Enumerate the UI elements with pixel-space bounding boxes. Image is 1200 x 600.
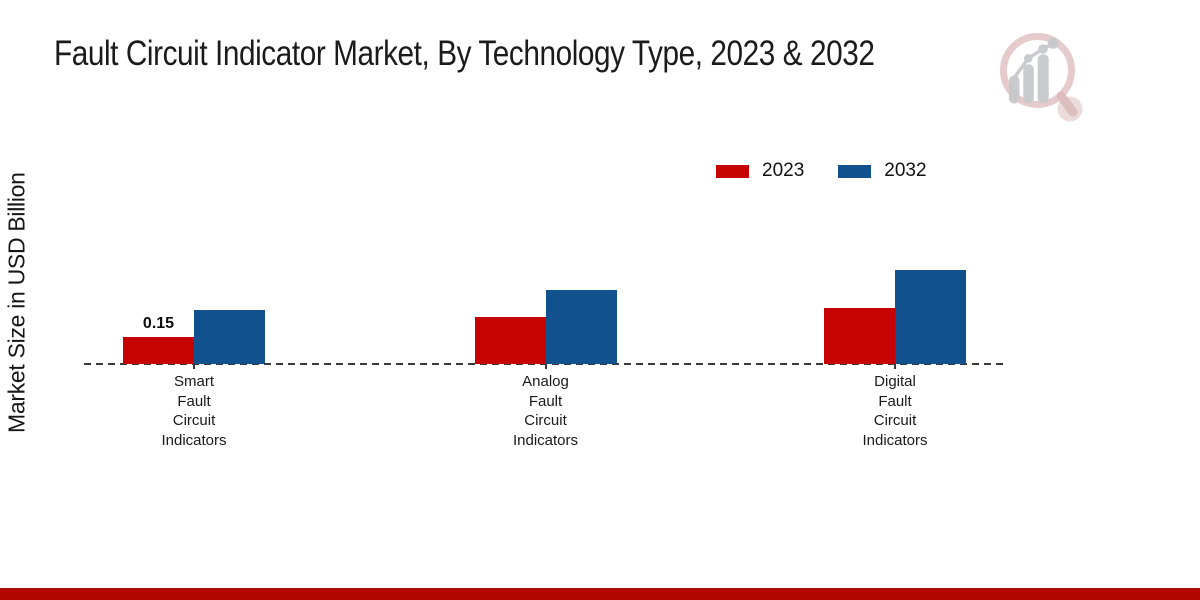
page-title: Fault Circuit Indicator Market, By Techn… (54, 34, 875, 73)
x-axis-category-label: Smart Fault Circuit Indicators (94, 372, 294, 450)
x-axis-category-label: Analog Fault Circuit Indicators (446, 372, 646, 450)
x-axis-category-label: Digital Fault Circuit Indicators (795, 372, 995, 450)
logo-dot-2 (1038, 44, 1048, 54)
legend-swatch-2023 (716, 164, 749, 178)
bar-2032-1 (545, 290, 617, 364)
category-label-line: Smart (173, 373, 214, 390)
category-label-line: Digital (874, 373, 916, 390)
x-axis-tick (544, 364, 547, 369)
logo-dot-1 (1024, 54, 1033, 63)
magnifier-bar-chart-logo-icon (1000, 33, 1083, 122)
legend-item-2032: 2032 (838, 160, 927, 182)
legend: 2023 2032 (716, 160, 927, 182)
logo-bar-3 (1037, 54, 1049, 104)
logo-bar-2 (1023, 64, 1034, 104)
x-axis-tick (894, 364, 896, 369)
category-label-line: Circuit (172, 412, 216, 429)
logo-handle (1056, 91, 1078, 117)
bar-2032-2 (895, 270, 966, 364)
category-label-line: Indicators (862, 431, 928, 449)
legend-label-2023: 2023 (762, 160, 805, 181)
category-label-line: Circuit (524, 412, 567, 429)
legend-item-2023: 2023 (716, 160, 804, 182)
bar-value-label: 0.15 (142, 315, 175, 332)
bar-2023-1 (474, 317, 546, 364)
logo-ring (1000, 33, 1075, 108)
logo-trend-line (1012, 41, 1055, 80)
legend-swatch-2032 (838, 164, 872, 178)
category-label-line: Analog (522, 373, 569, 390)
category-label-line: Circuit (873, 412, 917, 429)
bar-2023-2 (824, 308, 895, 364)
bar-2023-0 (123, 337, 194, 364)
logo-bar-1 (1009, 75, 1020, 104)
category-label-line: Fault (878, 392, 912, 410)
x-axis-tick (193, 364, 195, 369)
category-label-line: Fault (528, 392, 563, 410)
legend-label-2032: 2032 (884, 160, 927, 181)
y-axis-label: Market Size in USD Billion (3, 172, 30, 433)
logo-dot-3 (1047, 37, 1059, 49)
category-label-line: Fault (177, 392, 211, 410)
bar-2032-0 (194, 310, 265, 364)
category-label-line: Indicators (512, 431, 579, 449)
footer-accent-bar (0, 588, 1200, 600)
category-label-line: Indicators (161, 431, 227, 449)
